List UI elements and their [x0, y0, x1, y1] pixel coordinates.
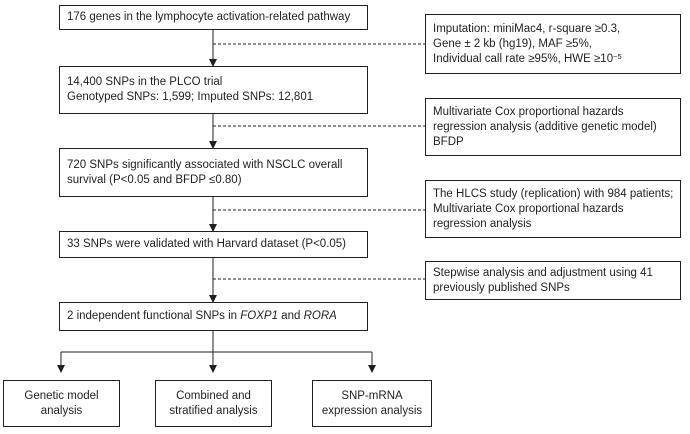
step-2-line-2: Genotyped SNPs: 1,599; Imputed SNPs: 12,…	[67, 91, 314, 103]
final-3-line-2: expression analysis	[321, 404, 423, 417]
step-3-line-1: 720 SNPs significantly associated with N…	[67, 158, 343, 171]
note-1-line-3: Individual call rate ≥95%, HWE ≥10−5	[433, 51, 622, 65]
note-2-line-1: Multivariate Cox proportional hazards	[433, 105, 624, 118]
step-4-text: 33 SNPs were validated with Harvard data…	[67, 238, 347, 250]
note-2-line-3: BFDP	[433, 135, 464, 148]
combined-stratified-analysis-box: Combined and stratified analysis	[155, 380, 272, 427]
step-3-significant-box: 720 SNPs significantly associated with N…	[59, 148, 368, 197]
step-5-text: 2 independent functional SNPs in FOXP1 a…	[67, 310, 337, 322]
note-3-line-1: The HLCS study (replication) with 984 pa…	[433, 187, 674, 200]
note-3-line-2: Multivariate Cox proportional hazards	[433, 202, 624, 215]
step-1-text: 176 genes in the lymphocyte activation-r…	[67, 11, 351, 23]
note-1-line-2: Gene ± 2 kb (hg19), MAF ≥5%,	[433, 37, 592, 50]
note-3-line-3: regression analysis	[433, 217, 532, 230]
note-4-line-1: Stepwise analysis and adjustment using 4…	[433, 266, 653, 279]
gene-foxp1: FOXP1	[240, 310, 278, 322]
gene-rora: RORA	[303, 310, 337, 322]
snp-mrna-expression-analysis-box: SNP-mRNA expression analysis	[312, 380, 432, 427]
final-1-line-2: analysis	[40, 404, 83, 417]
final-2-line-2: stratified analysis	[169, 404, 258, 417]
step-5-functional-snps-box: 2 independent functional SNPs in FOXP1 a…	[59, 302, 368, 331]
step-2-snps-box: 14,400 SNPs in the PLCO trial Genotyped …	[59, 66, 368, 114]
genetic-model-analysis-box: Genetic model analysis	[3, 380, 120, 427]
note-2-line-2: regression analysis (additive genetic mo…	[433, 120, 657, 133]
final-3-line-1: SNP-mRNA	[341, 389, 403, 402]
final-1-line-1: Genetic model	[24, 389, 99, 402]
step-3-line-2: survival (P<0.05 and BFDP ≤0.80)	[67, 173, 242, 186]
step-4-validated-box: 33 SNPs were validated with Harvard data…	[59, 231, 368, 258]
step-2-line-1: 14,400 SNPs in the PLCO trial	[67, 76, 223, 88]
note-hlcs-replication-box: The HLCS study (replication) with 984 pa…	[425, 180, 681, 238]
note-stepwise-box: Stepwise analysis and adjustment using 4…	[425, 261, 681, 300]
note-4-line-2: previously published SNPs	[433, 281, 570, 294]
note-imputation-box: Imputation: miniMac4, r-square ≥0.3, Gen…	[425, 14, 681, 74]
step-1-genes-box: 176 genes in the lymphocyte activation-r…	[59, 5, 368, 30]
hwe-exponent: −5	[613, 51, 622, 61]
note-1-line-1: Imputation: miniMac4, r-square ≥0.3,	[433, 22, 621, 35]
note-cox-regression-box: Multivariate Cox proportional hazards re…	[425, 98, 681, 156]
final-2-line-1: Combined and	[176, 389, 251, 402]
